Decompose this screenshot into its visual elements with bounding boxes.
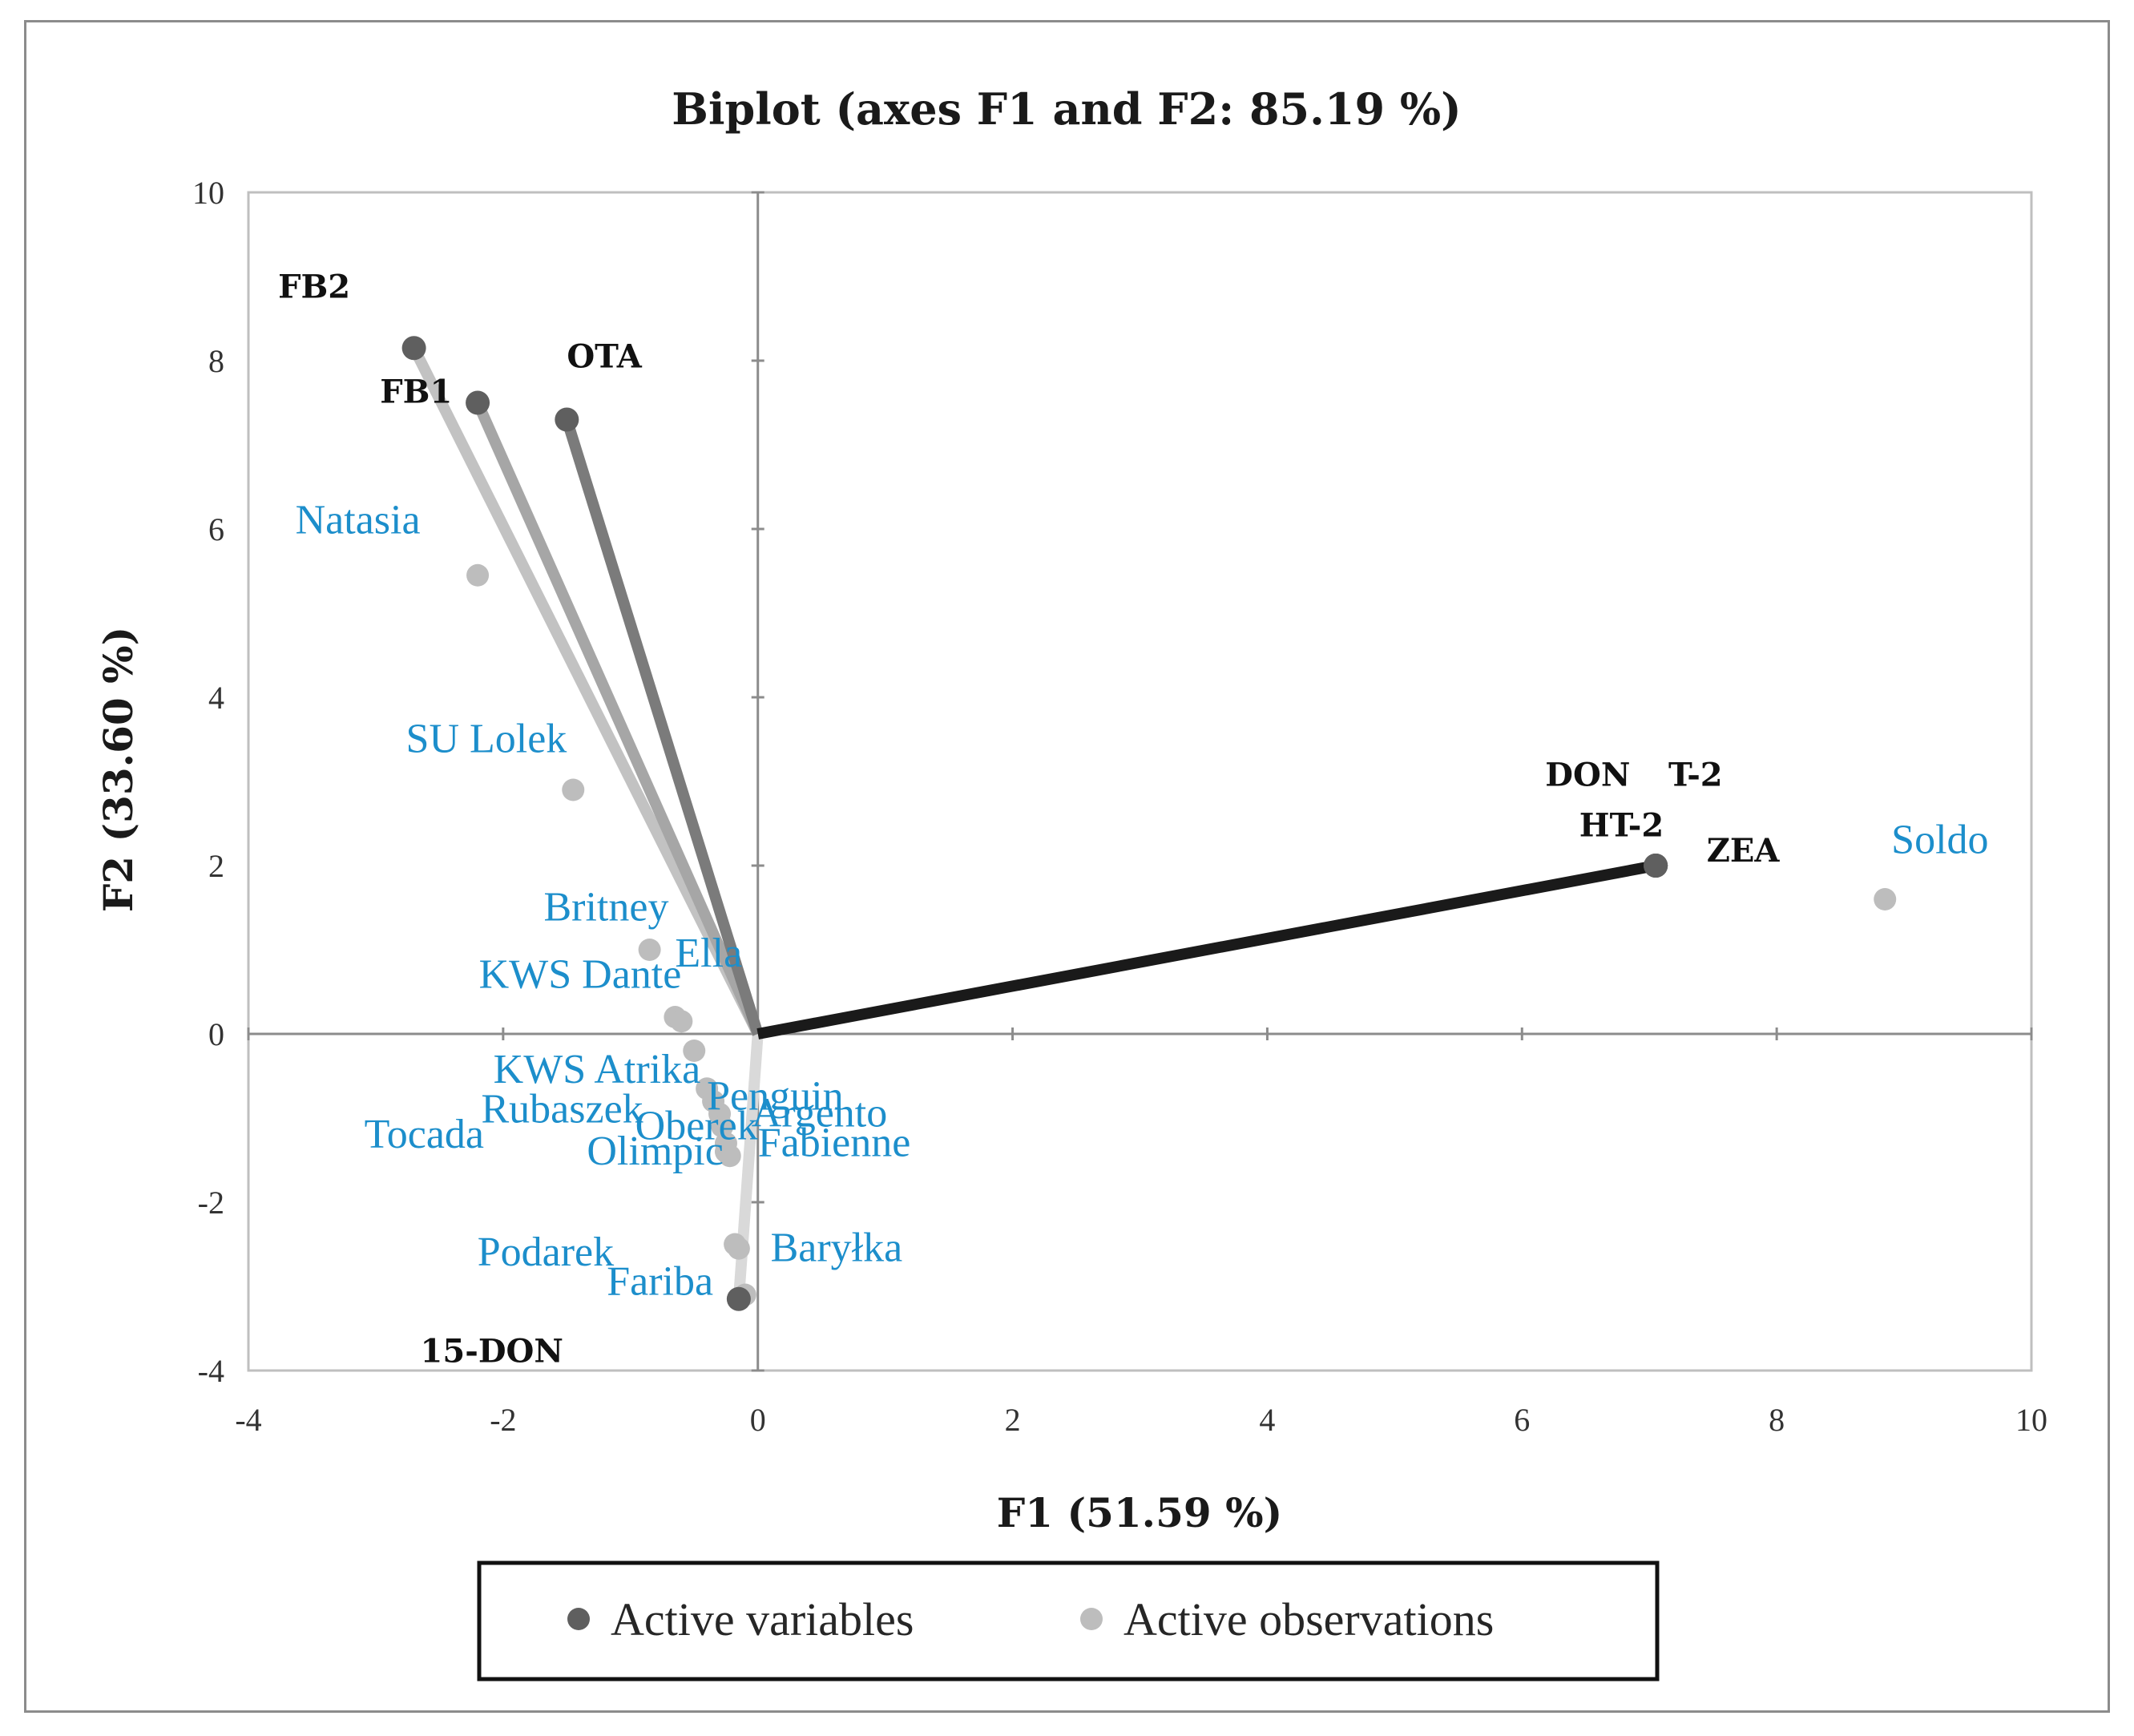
vector-ota xyxy=(561,418,764,1036)
plot-area xyxy=(247,191,2033,1372)
observation-label-fabienne: Fabienne xyxy=(758,1120,911,1165)
legend-label-variables: Active variables xyxy=(611,1593,914,1645)
observation-label-penguin: Penguin xyxy=(707,1074,843,1120)
legend-box xyxy=(477,1560,1660,1681)
variable-point-15-don xyxy=(726,1286,751,1311)
y-tick-label: 2 xyxy=(208,848,224,884)
legend: Active variables Active observations xyxy=(477,1560,1660,1681)
y-tick-label: 10 xyxy=(192,175,224,211)
observation-point-soldo xyxy=(1874,888,1897,910)
observation-label-kws-dante: KWS Dante xyxy=(479,951,682,997)
x-tick-label: 4 xyxy=(1259,1402,1275,1438)
observation-point-kws-atrika xyxy=(683,1040,706,1062)
x-tick-label: 6 xyxy=(1514,1402,1530,1438)
observation-label-britney: Britney xyxy=(543,884,668,930)
x-tick-label: 2 xyxy=(1005,1402,1021,1438)
variable-label-t-2: T-2 xyxy=(1668,756,1723,793)
vector-fb1 xyxy=(472,400,764,1036)
variable-label-ota: OTA xyxy=(567,337,642,375)
legend-marker-observations xyxy=(1080,1608,1103,1630)
y-tick-label: -2 xyxy=(198,1185,224,1221)
observation-label-rubaszek: Rubaszek xyxy=(482,1086,643,1132)
y-tick-label: 8 xyxy=(208,343,224,379)
chart-frame xyxy=(24,20,2110,1713)
variable-label-fb2: FB2 xyxy=(278,268,350,305)
x-tick-label: -2 xyxy=(490,1402,516,1438)
observation-label-ella: Ella xyxy=(675,931,742,976)
y-tick-label: 4 xyxy=(208,680,224,716)
observation-point-olimpic xyxy=(718,1145,741,1168)
observation-point-su-lolek xyxy=(562,778,585,801)
point-labels: FB2 FB1 OTA DON T-2HT-2 ZEA 15-DON Natasia SU Lo… xyxy=(278,268,1988,1370)
chart-title: Biplot (axes F1 and F2: 85.19 %) xyxy=(672,83,1461,135)
observation-label-podarek: Podarek xyxy=(478,1229,614,1275)
observation-label-argento: Argento xyxy=(752,1091,887,1136)
observation-label-baryłka: Baryłka xyxy=(771,1225,903,1271)
variable-label-15-don: 15-DON xyxy=(421,1333,563,1371)
observation-point-britney xyxy=(638,939,661,961)
variable-label-don: DON xyxy=(1545,756,1630,793)
x-axis-title: F1 (51.59 %) xyxy=(997,1489,1283,1536)
observation-label-natasia: Natasia xyxy=(296,497,421,543)
observation-label-kws-atrika: KWS Atrika xyxy=(494,1047,701,1092)
y-axis-title: F2 (33.60 %) xyxy=(95,627,142,913)
vector-don xyxy=(756,860,1657,1040)
y-tick-label: 0 xyxy=(208,1016,224,1052)
y-tick-label: -4 xyxy=(198,1353,224,1389)
variable-point-ota xyxy=(555,407,579,432)
observation-point-baryłka xyxy=(727,1237,750,1260)
x-tick-label: 8 xyxy=(1769,1402,1785,1438)
observation-point-oberek xyxy=(711,1115,734,1138)
y-tick-label: 6 xyxy=(208,511,224,547)
observation-label-olimpic: Olimpic xyxy=(587,1128,723,1174)
observation-point-natasia xyxy=(466,563,490,587)
variable-point-fb1 xyxy=(466,390,490,415)
variable-point-zea xyxy=(1644,854,1668,878)
observation-label-oberek: Oberek xyxy=(635,1103,758,1149)
vector-fb2 xyxy=(409,345,763,1037)
x-tick-label: 10 xyxy=(2015,1402,2047,1438)
variable-label-fb1: FB1 xyxy=(380,373,452,411)
tick-labels: -4 -2 0 2 4 6 8 10 -4 -2 0 2 4 6 8 10 xyxy=(192,175,2047,1438)
legend-marker-variables xyxy=(567,1608,590,1630)
observation-label-soldo: Soldo xyxy=(1891,817,1988,862)
variable-label-ht-2: HT-2 xyxy=(1579,806,1664,844)
observation-point-kws-dante xyxy=(670,1010,693,1033)
data-points xyxy=(401,336,1897,1311)
axis-lines xyxy=(248,192,2031,1371)
observation-label-fariba: Fariba xyxy=(607,1259,713,1305)
observation-label-tocada: Tocada xyxy=(365,1112,484,1157)
observation-label-su-lolek: SU Lolek xyxy=(406,716,567,761)
x-tick-label: -4 xyxy=(235,1402,261,1438)
variable-point-fb2 xyxy=(401,336,426,361)
variable-label-zea: ZEA xyxy=(1707,832,1781,870)
x-tick-label: 0 xyxy=(750,1402,766,1438)
legend-label-observations: Active observations xyxy=(1123,1593,1494,1645)
